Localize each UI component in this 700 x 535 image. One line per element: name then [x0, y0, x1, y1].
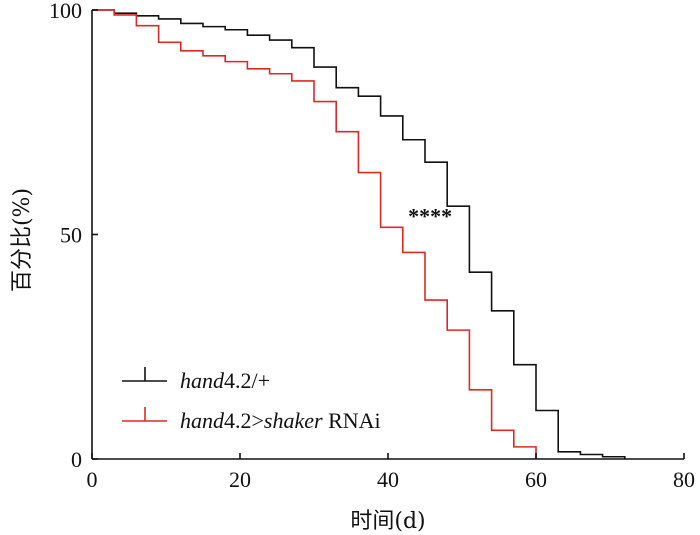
y-tick-label: 0: [71, 447, 82, 472]
x-tick-label: 20: [229, 467, 251, 492]
legend-label-control: hand4.2/+: [180, 368, 270, 393]
legend: hand4.2/+ hand4.2>shaker RNAi: [122, 367, 381, 433]
x-axis-label: 时间(d): [350, 509, 425, 534]
x-tick-label: 80: [673, 467, 695, 492]
legend-label-control-rest: 4.2/+: [224, 368, 270, 393]
legend-label-rnai: hand4.2>shaker RNAi: [180, 408, 381, 433]
significance-annotation: ****: [408, 203, 452, 228]
survival-curve-control: [92, 9, 626, 459]
x-tick-label: 40: [377, 467, 399, 492]
x-tick-label: 0: [87, 467, 98, 492]
y-tick-label: 100: [49, 0, 82, 23]
legend-label-rnai-gene: hand: [180, 408, 225, 433]
y-tick-label: 50: [60, 223, 82, 248]
legend-label-rnai-rest: RNAi: [323, 408, 381, 433]
axes: 0 20 40 60 80 0 50 100: [49, 0, 695, 492]
plot-area: [92, 9, 626, 459]
legend-label-rnai-target: shaker: [264, 408, 323, 433]
y-axis-label: 百分比(%): [10, 188, 35, 292]
x-tick-label: 60: [525, 467, 547, 492]
legend-item-control: hand4.2/+: [122, 367, 270, 393]
legend-label-rnai-mid: 4.2>: [224, 408, 264, 433]
survival-curve-rnai: [92, 9, 537, 459]
legend-label-control-gene: hand: [180, 368, 225, 393]
legend-item-rnai: hand4.2>shaker RNAi: [122, 407, 381, 433]
